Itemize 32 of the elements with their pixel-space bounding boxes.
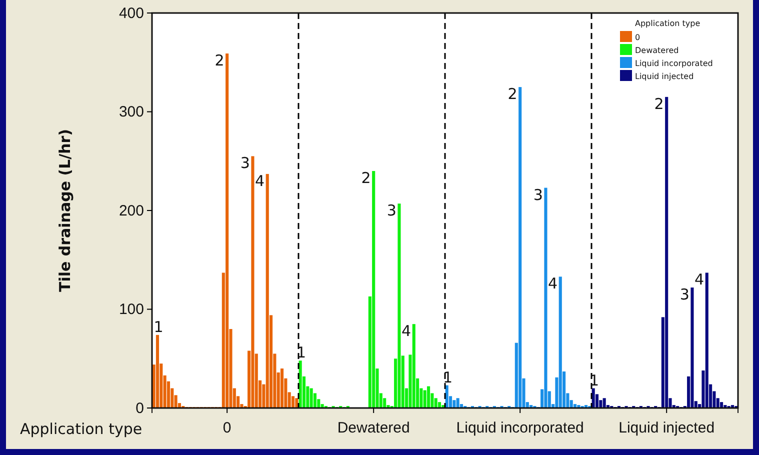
annotation: 3 [680,286,690,304]
annotation: 4 [548,274,558,293]
x-tick-label: Liquid injected [618,420,715,436]
annotation: 3 [386,202,396,220]
annotation: 1 [154,318,164,336]
y-tick-label: 300 [118,104,144,121]
annotation: 1 [296,344,306,362]
x-tick-label: 0 [222,420,232,436]
x-tick-label: Liquid incorporated [456,420,584,436]
legend-title: Application type [635,19,700,28]
annotation: 2 [214,51,224,70]
annotation: 3 [240,154,250,172]
x-axis-title: Application type [20,420,142,438]
annotation: 1 [590,371,600,390]
y-axis-title: Tile drainage (L/hr) [56,128,74,292]
y-tick-label: 400 [118,4,144,22]
y-tick-label: 200 [118,202,144,220]
annotation: 3 [533,186,543,204]
legend-label: Liquid injected [635,72,694,81]
x-tick-label: Dewatered [337,420,410,436]
annotation: 2 [508,85,518,104]
annotation: 4 [254,172,265,190]
legend-label: Liquid incorporated [635,59,713,68]
annotation: 2 [654,94,664,113]
annotation: 4 [401,322,412,340]
annotation: 2 [361,169,371,187]
annotation: 1 [443,368,453,386]
y-tick-label: 100 [118,301,144,318]
annotation: 4 [694,270,704,289]
y-tick-label: 0 [136,400,144,417]
legend-label: Dewatered [635,46,679,55]
legend-label: 0 [635,33,640,42]
